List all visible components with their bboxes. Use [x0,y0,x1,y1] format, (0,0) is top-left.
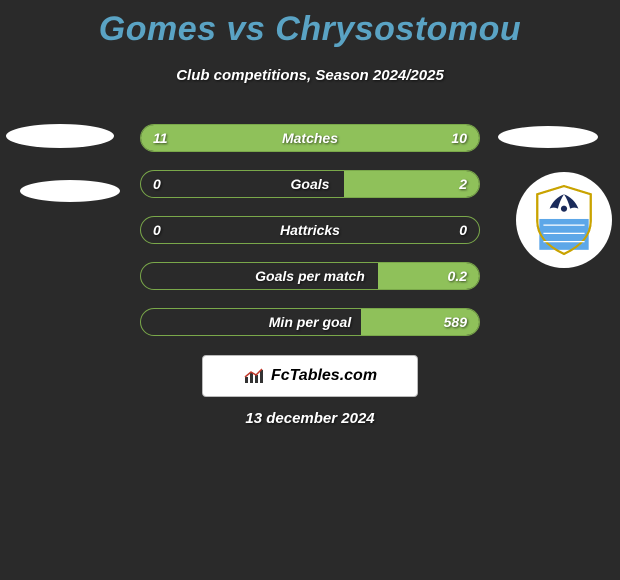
stat-value-left: 0 [153,176,161,192]
decorative-ellipse [6,124,114,148]
stat-row: Matches 11 10 [140,124,480,152]
stat-value-left: 0 [153,222,161,238]
stat-row: Min per goal 589 [140,308,480,336]
stat-row: Goals per match 0.2 [140,262,480,290]
stat-value-right: 589 [444,314,467,330]
comparison-bars: Matches 11 10 Goals 0 2 Hattricks 0 0 Goals per m… [140,124,480,354]
stat-value-right: 0 [459,222,467,238]
stat-value-right: 10 [451,130,467,146]
stat-label: Goals [291,176,330,192]
stat-label: Matches [282,130,338,146]
date-label: 13 december 2024 [245,410,374,427]
decorative-ellipse [20,180,120,202]
subtitle: Club competitions, Season 2024/2025 [0,67,620,84]
stat-value-left: 11 [153,130,168,146]
watermark-badge: FcTables.com [202,355,418,397]
stat-label: Hattricks [280,222,340,238]
watermark-text: FcTables.com [271,367,377,385]
decorative-ellipse [498,126,598,148]
stat-row: Hattricks 0 0 [140,216,480,244]
stat-row: Goals 0 2 [140,170,480,198]
shield-icon [533,184,595,256]
page-title: Gomes vs Chrysostomou [0,0,620,49]
stat-value-right: 2 [459,176,467,192]
bars-icon [243,367,267,385]
club-crest [516,172,612,268]
stat-value-right: 0.2 [448,268,467,284]
stat-label: Goals per match [255,268,365,284]
stat-label: Min per goal [269,314,351,330]
